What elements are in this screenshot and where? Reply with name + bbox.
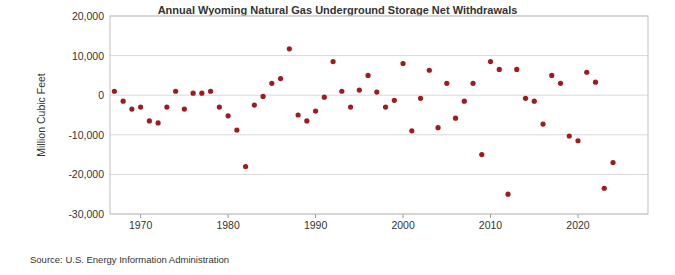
point bbox=[138, 104, 143, 109]
plot-frame bbox=[110, 16, 648, 214]
point bbox=[365, 73, 370, 78]
point bbox=[540, 122, 545, 127]
point bbox=[269, 81, 274, 86]
point bbox=[532, 99, 537, 104]
point bbox=[278, 76, 283, 81]
point bbox=[593, 80, 598, 85]
point bbox=[208, 89, 213, 94]
point bbox=[435, 125, 440, 130]
source: Source: U.S. Energy Information Administ… bbox=[30, 254, 229, 265]
point bbox=[243, 164, 248, 169]
point bbox=[260, 94, 265, 99]
point bbox=[514, 67, 519, 72]
point bbox=[488, 59, 493, 64]
x-tick-label: 1980 bbox=[216, 219, 240, 231]
point bbox=[147, 118, 152, 123]
x-tick-label: 2000 bbox=[391, 219, 415, 231]
chart: Annual Wyoming Natural Gas Underground S… bbox=[0, 0, 675, 275]
point bbox=[567, 133, 572, 138]
point bbox=[610, 160, 615, 165]
point bbox=[505, 192, 510, 197]
point bbox=[400, 61, 405, 66]
point bbox=[234, 127, 239, 132]
point bbox=[182, 106, 187, 111]
point bbox=[418, 96, 423, 101]
grid-line bbox=[110, 95, 648, 96]
x-tick bbox=[228, 214, 229, 218]
point bbox=[339, 89, 344, 94]
point bbox=[295, 112, 300, 117]
y-tick-label: -10,000 bbox=[68, 129, 104, 141]
x-tick-label: 2010 bbox=[479, 219, 503, 231]
grid-line bbox=[110, 174, 648, 175]
point bbox=[392, 98, 397, 103]
x-tick bbox=[578, 214, 579, 218]
point bbox=[199, 91, 204, 96]
point bbox=[225, 113, 230, 118]
point bbox=[348, 104, 353, 109]
x-tick bbox=[490, 214, 491, 218]
points bbox=[112, 46, 616, 197]
point bbox=[357, 87, 362, 92]
point bbox=[374, 89, 379, 94]
point bbox=[409, 128, 414, 133]
point bbox=[252, 103, 257, 108]
point bbox=[602, 186, 607, 191]
y-tick-label: -20,000 bbox=[68, 168, 104, 180]
point bbox=[462, 99, 467, 104]
y-tick-label: 20,000 bbox=[72, 10, 104, 22]
point bbox=[575, 138, 580, 143]
y-tick-label: 0 bbox=[98, 89, 104, 101]
point bbox=[217, 104, 222, 109]
x-tick bbox=[140, 214, 141, 218]
y-tick-label: -30,000 bbox=[68, 208, 104, 220]
point bbox=[549, 73, 554, 78]
point bbox=[164, 104, 169, 109]
point bbox=[129, 106, 134, 111]
point bbox=[444, 81, 449, 86]
point bbox=[304, 118, 309, 123]
point bbox=[191, 91, 196, 96]
point bbox=[287, 46, 292, 51]
point bbox=[383, 104, 388, 109]
point bbox=[173, 89, 178, 94]
point bbox=[470, 81, 475, 86]
point bbox=[330, 59, 335, 64]
point bbox=[523, 96, 528, 101]
point bbox=[322, 95, 327, 100]
point bbox=[427, 68, 432, 73]
point bbox=[479, 152, 484, 157]
point bbox=[584, 70, 589, 75]
point bbox=[156, 120, 161, 125]
x-tick-label: 2020 bbox=[566, 219, 590, 231]
y-tick-label: 10,000 bbox=[72, 50, 104, 62]
point bbox=[313, 108, 318, 113]
y-axis-label: Million Cubic Feet bbox=[35, 73, 47, 157]
point bbox=[497, 67, 502, 72]
grid-line bbox=[110, 55, 648, 56]
point bbox=[453, 116, 458, 121]
x-tick-label: 1990 bbox=[304, 219, 328, 231]
x-tick bbox=[403, 214, 404, 218]
point bbox=[558, 81, 563, 86]
point bbox=[112, 89, 117, 94]
title: Annual Wyoming Natural Gas Underground S… bbox=[158, 4, 518, 16]
x-tick-label: 1970 bbox=[129, 219, 153, 231]
point bbox=[121, 99, 126, 104]
x-tick bbox=[315, 214, 316, 218]
